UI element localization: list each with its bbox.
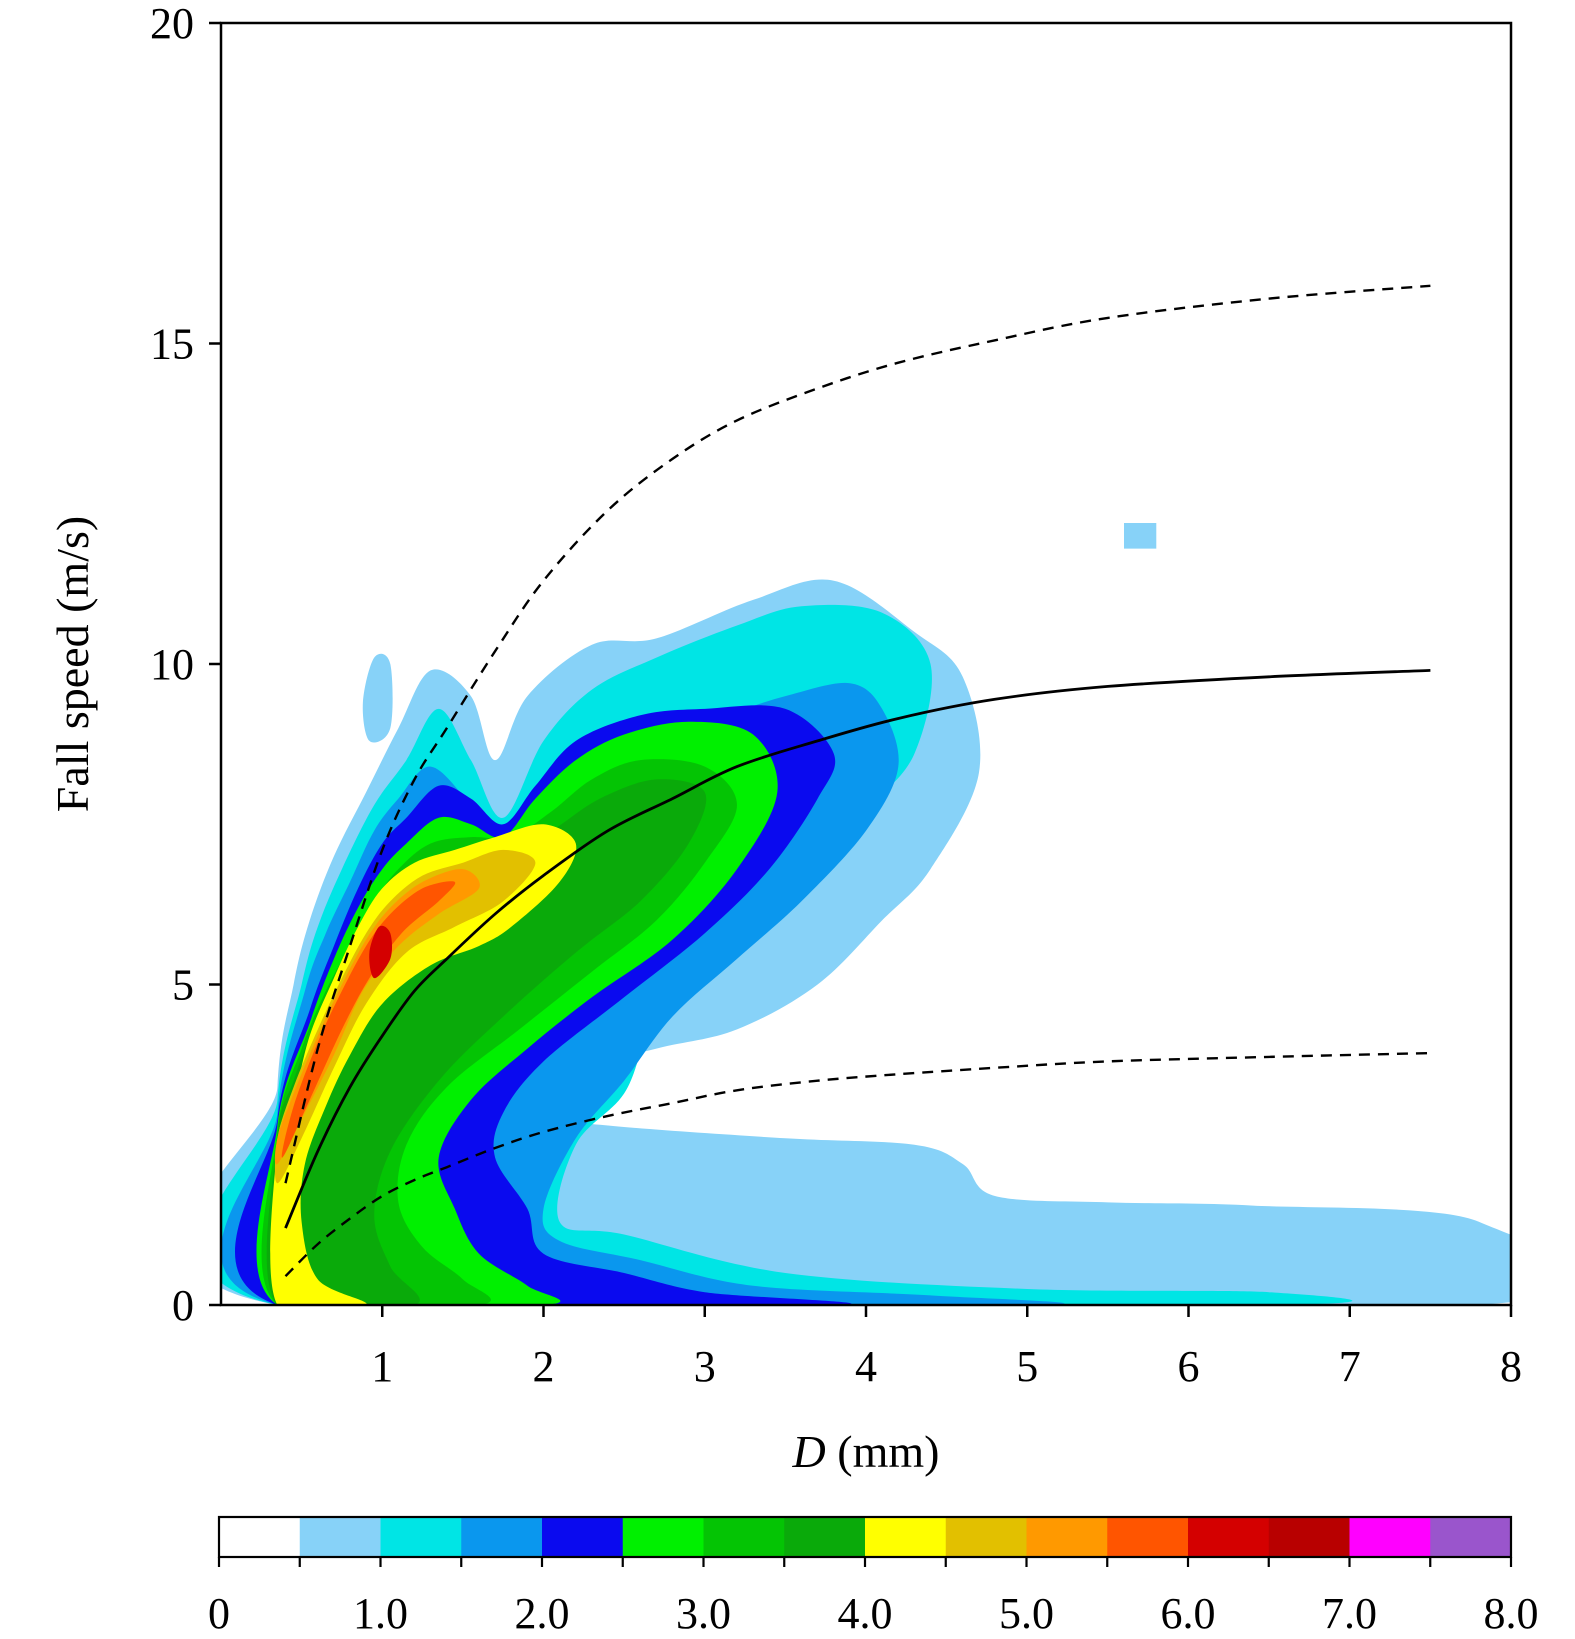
colorbar-swatch bbox=[380, 1517, 462, 1557]
x-tick-label: 4 bbox=[855, 1342, 877, 1391]
colorbar-label: 4.0 bbox=[838, 1589, 893, 1638]
x-tick-label: 6 bbox=[1178, 1342, 1200, 1391]
x-tick-label: 8 bbox=[1500, 1342, 1522, 1391]
x-tick-label: 2 bbox=[533, 1342, 555, 1391]
colorbar-swatch bbox=[622, 1517, 704, 1557]
contour-region-0-5 bbox=[1124, 523, 1157, 549]
colorbar-swatch bbox=[1026, 1517, 1108, 1557]
contour-region-3-5 bbox=[266, 779, 707, 1305]
colorbar-label: 2.0 bbox=[515, 1589, 570, 1638]
colorbar-label: 6.0 bbox=[1161, 1589, 1216, 1638]
colorbar-swatch bbox=[1349, 1517, 1431, 1557]
y-tick-label: 20 bbox=[150, 0, 194, 48]
density-contours bbox=[221, 523, 1511, 1305]
colorbar-swatch bbox=[1430, 1517, 1512, 1557]
y-tick-label: 0 bbox=[172, 1281, 194, 1330]
colorbar-label: 5.0 bbox=[999, 1589, 1054, 1638]
x-axis: 1 2 3 4 5 6 7 8 bbox=[371, 1305, 1522, 1391]
colorbar-swatch bbox=[542, 1517, 624, 1557]
colorbar-swatch bbox=[299, 1517, 381, 1557]
colorbar: 0 1.0 2.0 3.0 4.0 5.0 6.0 7.0 8.0 bbox=[208, 1515, 1539, 1638]
y-axis-title: Fall speed (m/s) bbox=[47, 516, 98, 812]
contour-region-0-5 bbox=[362, 653, 393, 743]
x-tick-label: 5 bbox=[1016, 1342, 1038, 1391]
dashed-curve-1 bbox=[284, 284, 1431, 1184]
colorbar-swatch bbox=[703, 1517, 785, 1557]
colorbar-label: 1.0 bbox=[353, 1589, 408, 1638]
fall-speed-curves bbox=[284, 284, 1431, 1278]
colorbar-swatch bbox=[784, 1517, 866, 1557]
x-tick-label: 7 bbox=[1339, 1342, 1361, 1391]
y-tick-label: 15 bbox=[150, 320, 194, 369]
colorbar-swatch bbox=[1107, 1517, 1189, 1557]
colorbar-label: 8.0 bbox=[1484, 1589, 1539, 1638]
x-tick-label: 1 bbox=[371, 1342, 393, 1391]
solid-curve-0 bbox=[284, 669, 1431, 1229]
colorbar-swatch bbox=[219, 1517, 301, 1557]
contour-region-5 bbox=[274, 869, 480, 1165]
y-tick-label: 5 bbox=[172, 961, 194, 1010]
y-tick-label: 10 bbox=[150, 640, 194, 689]
colorbar-label: 0 bbox=[208, 1589, 230, 1638]
y-axis: 0 5 10 15 20 bbox=[150, 0, 221, 1330]
colorbar-swatch bbox=[945, 1517, 1027, 1557]
colorbar-swatch bbox=[865, 1517, 947, 1557]
colorbar-swatch bbox=[1268, 1517, 1350, 1557]
colorbar-swatch bbox=[461, 1517, 543, 1557]
colorbar-swatch bbox=[1188, 1517, 1270, 1557]
colorbar-label: 7.0 bbox=[1322, 1589, 1377, 1638]
x-axis-title: D (mm) bbox=[792, 1426, 940, 1477]
contour-region-6 bbox=[369, 925, 393, 979]
dashed-curve-2 bbox=[284, 1051, 1431, 1278]
x-tick-label: 3 bbox=[694, 1342, 716, 1391]
colorbar-label: 3.0 bbox=[676, 1589, 731, 1638]
